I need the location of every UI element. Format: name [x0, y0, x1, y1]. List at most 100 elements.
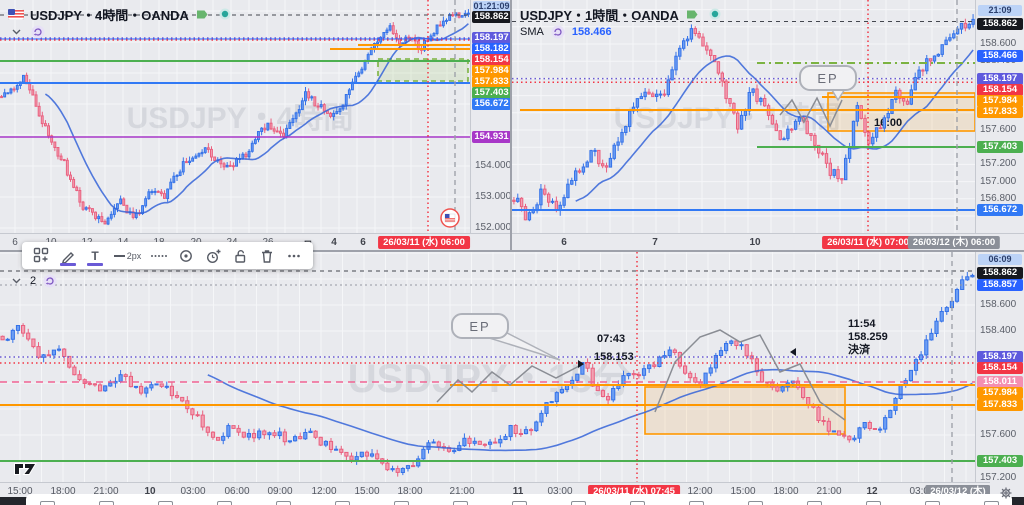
pane-separator-horizontal[interactable] [0, 250, 1024, 252]
toolbar-icon-fragment [158, 501, 173, 505]
time-label: 15:00 [7, 486, 33, 497]
add-alert-button[interactable] [201, 243, 225, 268]
price-line-label: 157.833 [977, 105, 1023, 118]
box-time-label: 16:00 [874, 117, 902, 129]
us-flag-icon [8, 6, 24, 22]
time-label: 12:00 [311, 486, 337, 497]
time-label: 18:00 [773, 486, 799, 497]
session-date-badge: 26/03/11 (水) 07:00 [822, 236, 914, 249]
price-line-label: 158.154 [977, 362, 1023, 374]
sync-drawings-icon[interactable] [30, 24, 46, 40]
price-tick: 158.400 [980, 325, 1017, 336]
annotation-text: 07:43 [597, 333, 625, 345]
price-scale-4h[interactable]: 156.000154.000153.000152.00001:21:09158.… [470, 0, 512, 233]
time-label: 06:00 [224, 486, 250, 497]
time-axis-1h[interactable]: 6 7 10 26/03/11 (水) 07:00 26/03/12 (木) 06:00 [512, 233, 1024, 252]
layout-grid-add-button[interactable] [29, 243, 53, 268]
trade-marker-icon[interactable] [790, 348, 796, 356]
horizontal-line-drawings[interactable] [512, 21, 975, 211]
price-tick: 158.600 [980, 38, 1017, 49]
time-label: 10 [144, 486, 156, 497]
toolbar-icon-fragment [689, 501, 704, 505]
time-label: 21:00 [816, 486, 842, 497]
sync-drawings-icon[interactable] [550, 24, 566, 40]
last-price-badge: 158.862 [977, 17, 1023, 30]
price-tick: 152.000 [475, 222, 512, 233]
sma-line[interactable] [575, 49, 974, 202]
trend-zigzag-drawing[interactable] [436, 363, 584, 403]
magnet-mode-button[interactable] [174, 243, 198, 268]
price-tick: 153.000 [475, 191, 512, 202]
axis-settings-gear-icon[interactable] [997, 485, 1015, 500]
chevron-down-icon[interactable] [8, 24, 24, 40]
price-line-label: 158.011 [977, 376, 1023, 388]
next-date-badge: 26/03/12 (木) 06:00 [907, 236, 1001, 249]
time-label: 15:00 [354, 486, 380, 497]
symbol-title-1h[interactable]: USDJPY・1時間・OANDA [520, 7, 679, 23]
line-width-button[interactable]: 2px [113, 250, 142, 261]
tradingview-logo[interactable] [13, 460, 43, 481]
time-label: 21:00 [449, 486, 475, 497]
price-line-label: 158.197 [977, 72, 1023, 85]
annotation-text: 決済 [848, 342, 871, 356]
bar-countdown-badge: 21:09 [978, 4, 1022, 16]
toolbar-icon-fragment [394, 501, 409, 505]
market-status-dot-icon [707, 6, 723, 22]
price-line-label: 157.984 [977, 94, 1023, 107]
flag-label-icon[interactable] [685, 6, 701, 22]
price-tick: 156.800 [980, 193, 1017, 204]
ep-callout[interactable]: EP [799, 65, 857, 102]
time-label: 6 [561, 237, 567, 248]
sma-value: 158.466 [571, 26, 612, 38]
pane-separator-vertical[interactable] [510, 0, 512, 252]
sma-indicator-label[interactable]: SMA [520, 26, 544, 38]
flag-marker-icon[interactable] [440, 208, 460, 228]
horizontal-line-drawings[interactable] [0, 270, 975, 462]
price-line-label: 157.984 [977, 387, 1023, 399]
time-label: 6 [12, 237, 18, 248]
price-line-label: 156.672 [977, 204, 1023, 216]
line-style-dotted-button[interactable] [147, 243, 171, 268]
time-label: 7 [652, 237, 658, 248]
price-tick: 157.000 [980, 176, 1017, 187]
svg-text:EP: EP [469, 319, 490, 334]
time-label: 21:00 [93, 486, 119, 497]
bottom-toolbar-cutoff [26, 494, 1012, 505]
more-options-button[interactable] [282, 243, 306, 268]
trend-zigzag-drawing[interactable] [779, 96, 843, 128]
sync-drawings-icon[interactable] [42, 273, 58, 289]
ep-callout[interactable]: EP [451, 313, 561, 361]
pane-usdjpy-15m: USDJPY・15分 EP 07:43 158.153 11:54 158.259 決済 1… [0, 252, 1024, 505]
candles-up [5, 271, 975, 476]
symbol-title-4h[interactable]: USDJPY・4時間・OANDA [30, 7, 189, 23]
flag-label-icon[interactable] [195, 6, 211, 22]
toolbar-icon-fragment [335, 501, 350, 505]
price-scale-1h[interactable]: 159.000158.600158.400157.600157.200157.0… [975, 0, 1024, 233]
bar-countdown-badge: 06:09 [978, 254, 1022, 265]
svg-text:EP: EP [817, 71, 838, 86]
horizontal-line-drawings[interactable] [0, 14, 470, 138]
delete-drawing-button[interactable] [255, 243, 279, 268]
trend-zigzag-drawing[interactable] [654, 329, 846, 421]
toolbar-icon-fragment [276, 501, 291, 505]
chart-canvas-4h[interactable]: USDJPY・4時間 [0, 0, 470, 233]
rectangle-drawing[interactable] [377, 58, 469, 82]
market-status-dot-icon [217, 6, 233, 22]
price-line-label: 158.197 [472, 32, 511, 44]
hidden-indicators-count: 2 [30, 275, 37, 287]
trade-marker-icon[interactable] [578, 360, 584, 368]
rectangle-drawing[interactable] [644, 386, 846, 435]
draw-pencil-button[interactable] [56, 243, 80, 268]
price-tick: 154.000 [475, 160, 512, 171]
price-scale-15m[interactable]: 158.600 158.400 157.600 157.200 06:09 158.862… [975, 252, 1024, 483]
toolbar-icon-fragment [925, 501, 940, 505]
chevron-down-icon[interactable] [8, 273, 24, 289]
lock-drawings-button[interactable] [228, 243, 252, 268]
draw-text-button[interactable]: T [83, 243, 107, 268]
price-line-label: 157.833 [472, 76, 511, 88]
sma-line[interactable] [207, 368, 973, 452]
